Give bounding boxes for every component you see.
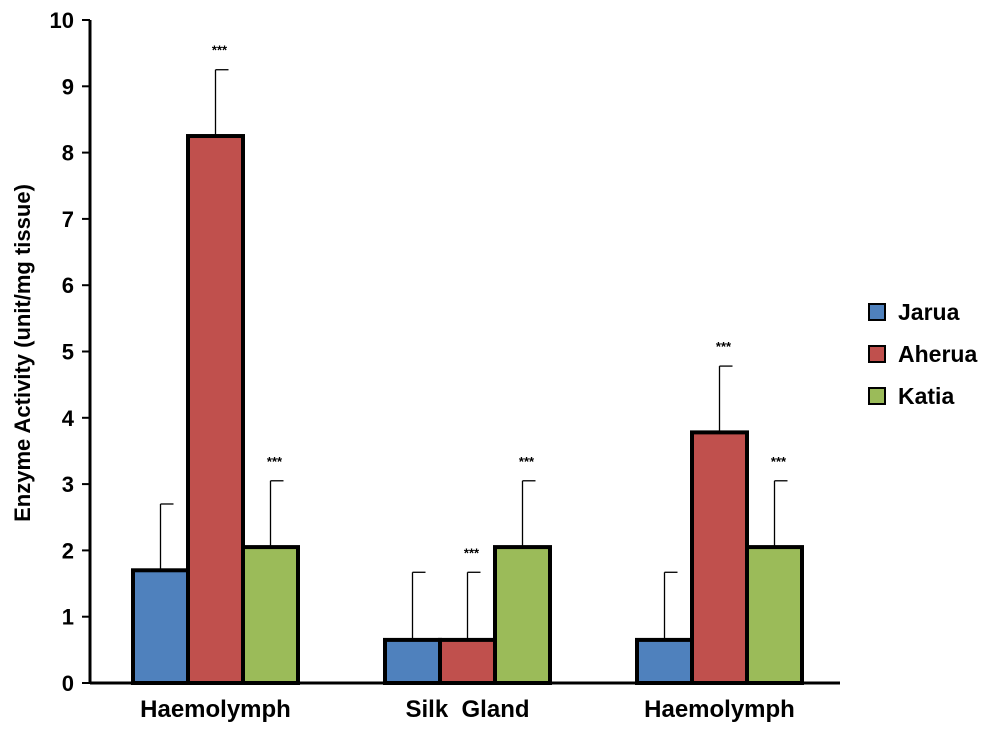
legend: Jarua Aherua Katia (868, 299, 977, 409)
y-tick-label: 0 (62, 671, 74, 696)
category-labels-layer: Haemolymph Silk Gland Haemolymph (140, 696, 795, 723)
bar-katia (241, 545, 300, 686)
y-tick-label: 8 (62, 141, 74, 166)
error-bars-layer: *** *** *** *** *** *** (159, 43, 788, 640)
y-tick-label: 9 (62, 74, 74, 99)
category-label: Haemolymph (140, 696, 291, 723)
bar-jarua (635, 637, 694, 686)
legend-swatch-jarua (868, 303, 886, 321)
y-tick-label: 3 (62, 472, 74, 497)
y-tick-label: 7 (62, 207, 74, 232)
legend-label-jarua: Jarua (898, 299, 960, 325)
bar-katia (745, 545, 804, 686)
bar-jarua (131, 568, 190, 685)
significance-label: *** (212, 43, 228, 58)
legend-label-aherua: Aherua (898, 341, 977, 367)
significance-label: *** (464, 545, 480, 560)
y-tick-label: 4 (62, 406, 75, 431)
bar-jarua (383, 637, 442, 686)
significance-label: *** (267, 454, 283, 469)
y-tick-label: 6 (62, 273, 74, 298)
legend-label-katia: Katia (898, 383, 954, 409)
category-label: Haemolymph (644, 696, 795, 723)
bar-aherua (690, 430, 749, 685)
y-tick-label: 10 (50, 8, 74, 33)
y-tick-label: 5 (62, 340, 74, 365)
y-tick-label: 1 (62, 605, 74, 630)
y-tick-label: 2 (62, 538, 74, 563)
significance-label: *** (771, 454, 787, 469)
bar-aherua (186, 134, 245, 685)
bar-aherua (438, 637, 497, 686)
legend-swatch-katia (868, 387, 886, 405)
category-label: Silk Gland (405, 696, 529, 723)
bar-katia (493, 545, 552, 686)
significance-label: *** (716, 339, 732, 354)
legend-swatch-aherua (868, 345, 886, 363)
y-axis-title: Enzyme Activity (unit/mg tissue) (10, 184, 35, 522)
y-ticks-layer: 0 1 2 3 4 5 6 7 8 9 10 (50, 8, 90, 696)
significance-label: *** (519, 454, 535, 469)
